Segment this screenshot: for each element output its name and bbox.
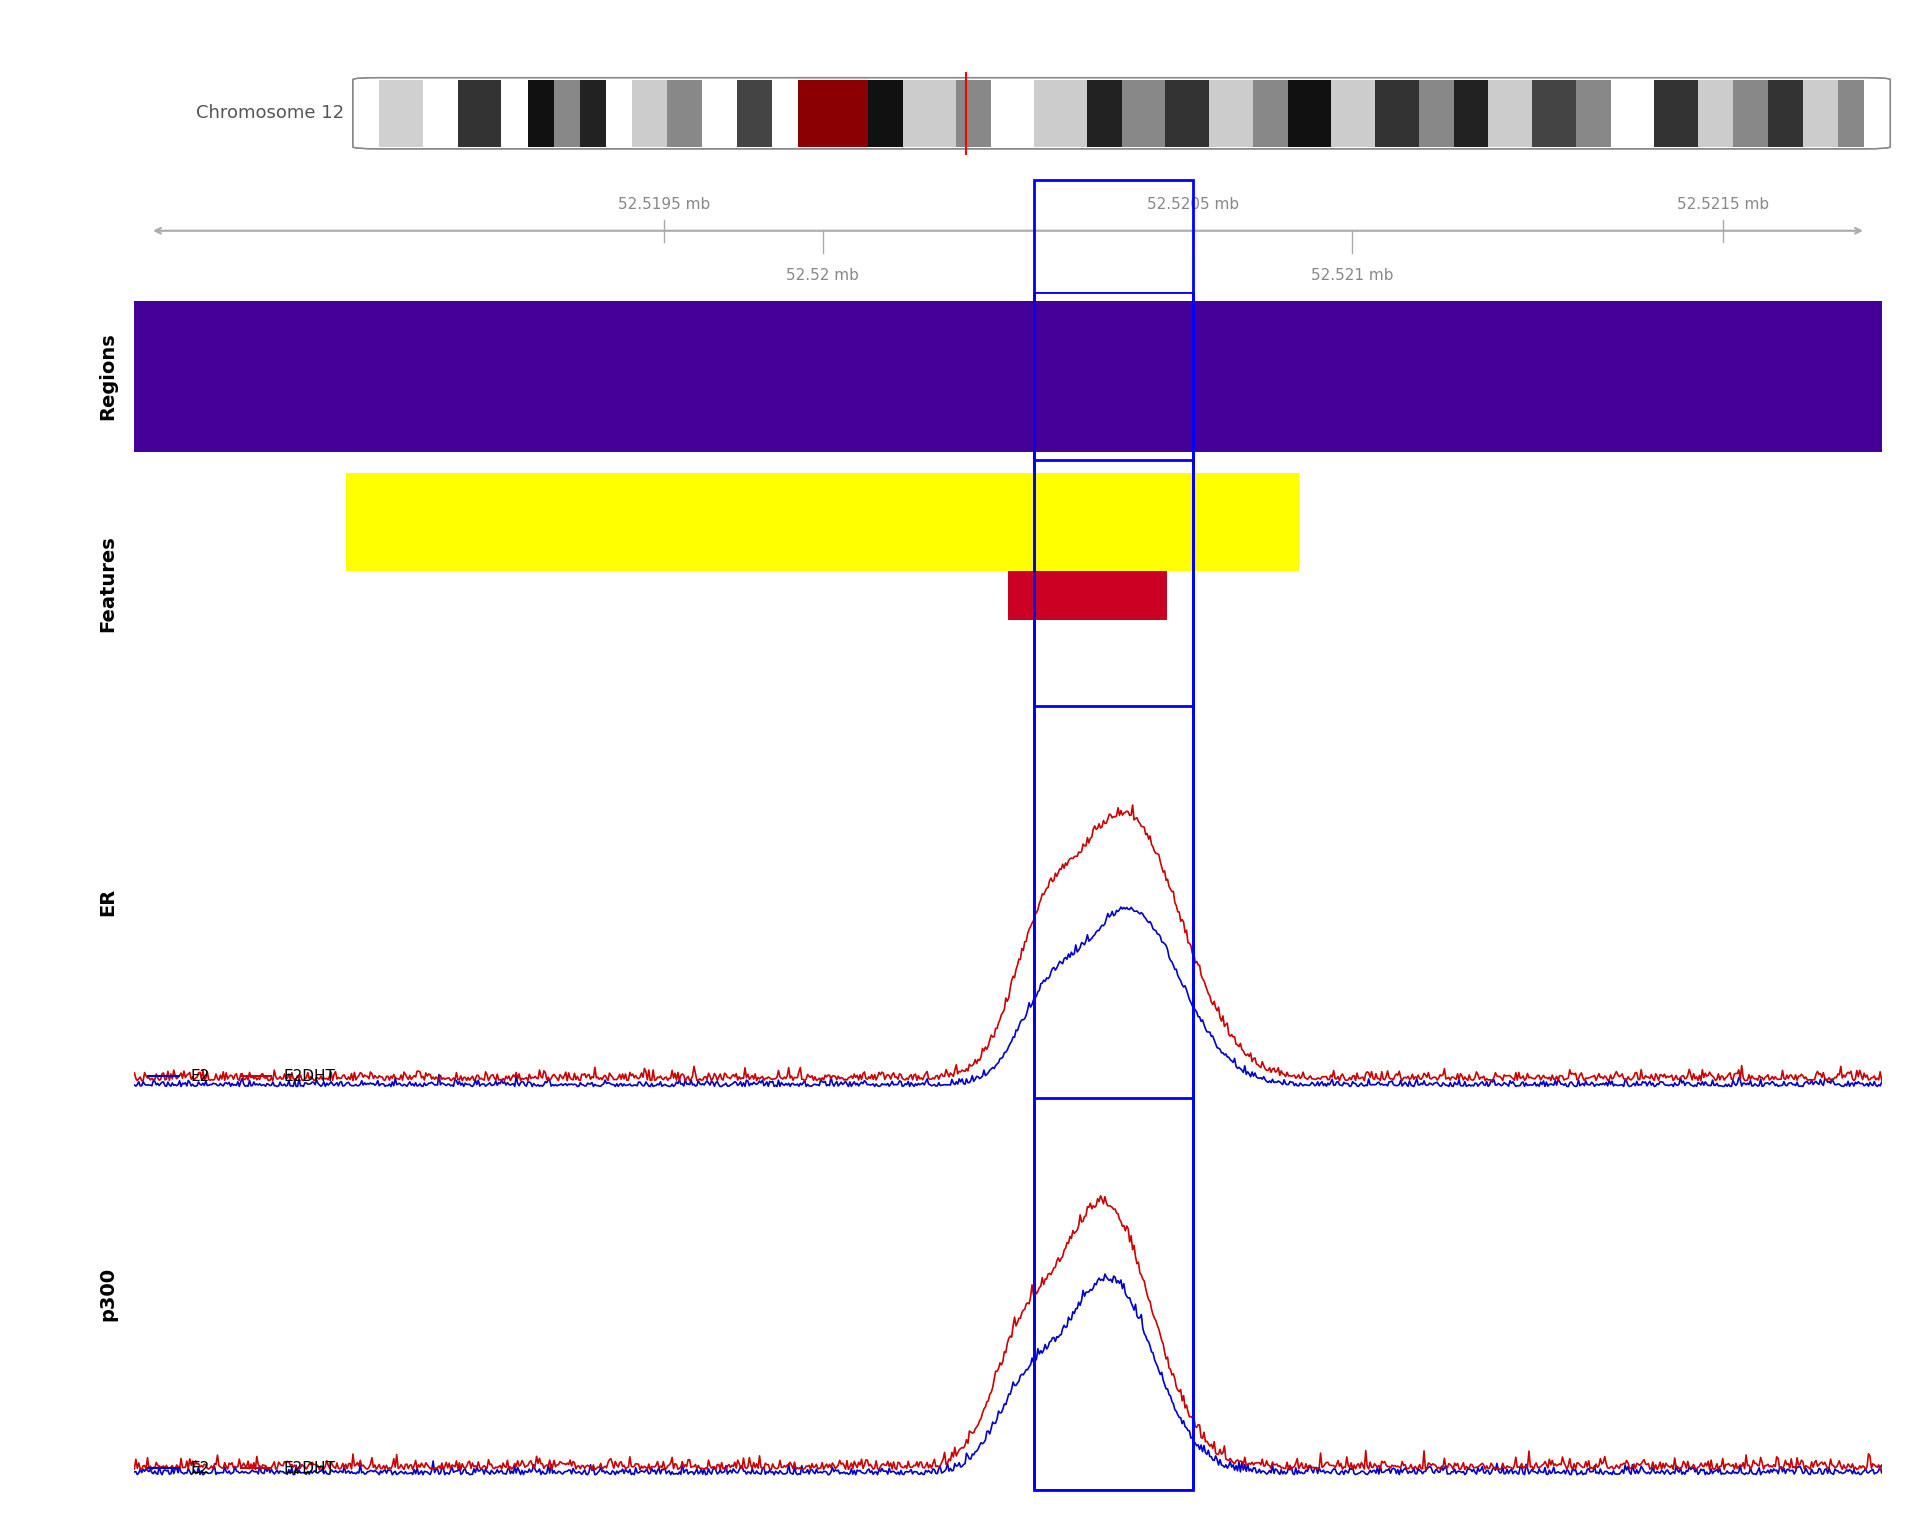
Legend: E2, E2DHT: E2, E2DHT xyxy=(142,1063,342,1091)
Legend: E2, E2DHT: E2, E2DHT xyxy=(142,1455,342,1482)
Bar xyxy=(1035,461,1194,707)
Bar xyxy=(632,80,668,147)
Text: 52.521 mb: 52.521 mb xyxy=(1311,269,1394,283)
Bar xyxy=(501,80,528,147)
Bar xyxy=(528,80,553,147)
Bar xyxy=(991,80,1035,147)
Bar xyxy=(1165,80,1210,147)
Bar xyxy=(1697,80,1734,147)
Bar xyxy=(1087,80,1121,147)
Bar xyxy=(1210,80,1252,147)
Bar xyxy=(346,473,1300,571)
Bar xyxy=(956,80,991,147)
Bar xyxy=(1288,80,1331,147)
Bar xyxy=(1121,80,1165,147)
Text: ER: ER xyxy=(98,888,117,917)
Bar xyxy=(1331,80,1375,147)
Bar xyxy=(134,301,1882,452)
Bar xyxy=(422,80,457,147)
Bar xyxy=(1035,1098,1194,1490)
Bar xyxy=(1035,707,1194,1098)
Bar xyxy=(607,80,632,147)
Bar xyxy=(1837,80,1864,147)
Text: 52.52 mb: 52.52 mb xyxy=(787,269,858,283)
Bar xyxy=(580,80,607,147)
Bar xyxy=(378,80,422,147)
Bar xyxy=(1488,80,1532,147)
Text: Chromosome 12: Chromosome 12 xyxy=(196,104,344,123)
Bar xyxy=(1035,80,1087,147)
Bar xyxy=(1532,80,1576,147)
Bar xyxy=(1419,80,1453,147)
Bar xyxy=(1768,80,1803,147)
FancyBboxPatch shape xyxy=(353,78,1891,149)
Bar xyxy=(553,80,580,147)
Bar xyxy=(1803,80,1837,147)
Bar xyxy=(868,80,902,147)
Text: 52.5215 mb: 52.5215 mb xyxy=(1676,197,1768,212)
Bar xyxy=(772,80,799,147)
Text: Features: Features xyxy=(98,535,117,631)
Bar xyxy=(1655,80,1697,147)
Bar xyxy=(1035,292,1194,461)
Bar xyxy=(1611,80,1655,147)
Bar xyxy=(668,80,703,147)
Text: 52.5205 mb: 52.5205 mb xyxy=(1148,197,1240,212)
Bar xyxy=(799,80,868,147)
Bar xyxy=(1252,80,1288,147)
Bar xyxy=(1576,80,1611,147)
Bar xyxy=(457,80,501,147)
Bar xyxy=(1008,571,1167,621)
Text: 52.5195 mb: 52.5195 mb xyxy=(618,197,710,212)
Bar xyxy=(902,80,956,147)
Bar xyxy=(703,80,737,147)
Bar xyxy=(1734,80,1768,147)
Text: Regions: Regions xyxy=(98,332,117,421)
Bar xyxy=(737,80,772,147)
Bar xyxy=(1453,80,1488,147)
Bar xyxy=(1375,80,1419,147)
Text: p300: p300 xyxy=(98,1267,117,1321)
